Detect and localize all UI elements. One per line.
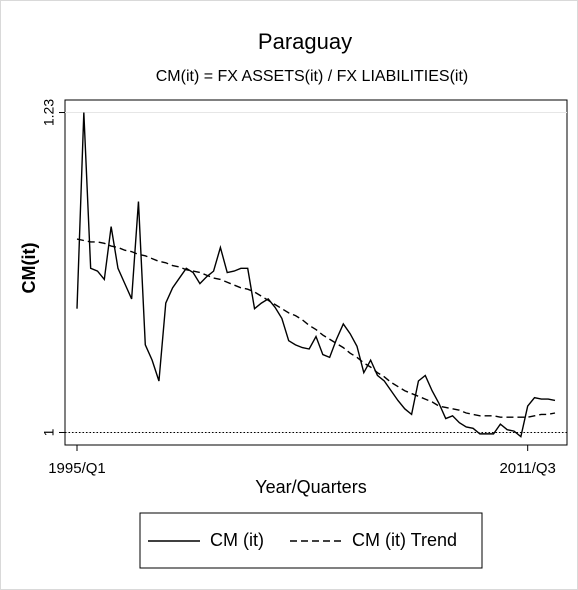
x-axis-title: Year/Quarters xyxy=(255,477,366,497)
chart-subtitle: CM(it) = FX ASSETS(it) / FX LIABILITIES(… xyxy=(156,68,469,85)
series-line xyxy=(76,112,556,438)
y-tick-label: 1 xyxy=(41,428,57,436)
legend-label: CM (it) Trend xyxy=(352,530,457,550)
x-tick-label: 1995/Q1 xyxy=(48,460,106,477)
legend: CM (it) CM (it) Trend xyxy=(139,512,483,569)
y-tick-label: 1.23 xyxy=(41,99,57,126)
y-axis-title: CM(it) xyxy=(19,243,39,294)
legend-label: CM (it) xyxy=(210,530,264,550)
plot-frame xyxy=(64,99,568,446)
chart-title: Paraguay xyxy=(258,29,352,54)
x-tick-label: 2011/Q3 xyxy=(499,460,555,477)
series-line xyxy=(76,238,556,418)
